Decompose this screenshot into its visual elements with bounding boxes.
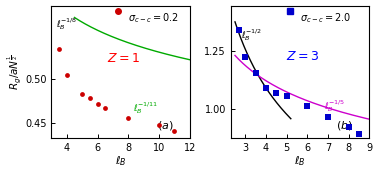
Point	[87, 97, 93, 100]
Text: $\sigma_{c-c} = 0.2$: $\sigma_{c-c} = 0.2$	[127, 11, 178, 25]
Point	[79, 93, 85, 96]
Text: $Z = 3$: $Z = 3$	[286, 50, 319, 62]
Point	[102, 107, 108, 109]
Point	[64, 74, 70, 76]
Point	[94, 102, 101, 105]
Text: $\ell_B^{-1/8}$: $\ell_B^{-1/8}$	[56, 16, 77, 32]
Point	[156, 124, 162, 127]
Text: $Z = 1$: $Z = 1$	[107, 52, 140, 65]
Text: $(b)$: $(b)$	[336, 119, 353, 132]
Point	[242, 56, 248, 58]
X-axis label: $\ell_B$: $\ell_B$	[115, 155, 126, 168]
Text: $\sigma_{c-c} = 2.0$: $\sigma_{c-c} = 2.0$	[300, 11, 351, 25]
Point	[273, 91, 279, 94]
Text: $(a)$: $(a)$	[156, 119, 173, 132]
Y-axis label: $R_g/aN^{\frac{1}{2}}$: $R_g/aN^{\frac{1}{2}}$	[6, 54, 23, 90]
Text: $\ell_B^{-1/2}$: $\ell_B^{-1/2}$	[241, 28, 262, 43]
Point	[356, 132, 362, 135]
Point	[236, 28, 242, 31]
Point	[253, 72, 259, 74]
Point	[346, 126, 352, 128]
X-axis label: $\ell_B$: $\ell_B$	[294, 155, 306, 168]
Point	[284, 95, 290, 97]
Point	[125, 116, 131, 119]
Point	[325, 115, 331, 118]
Text: $\ell_B^{-1/5}$: $\ell_B^{-1/5}$	[324, 99, 345, 114]
Point	[263, 87, 269, 89]
Point	[172, 130, 178, 133]
Point	[56, 48, 62, 50]
Text: $\ell_B^{-1/11}$: $\ell_B^{-1/11}$	[133, 100, 158, 116]
Point	[304, 105, 310, 108]
